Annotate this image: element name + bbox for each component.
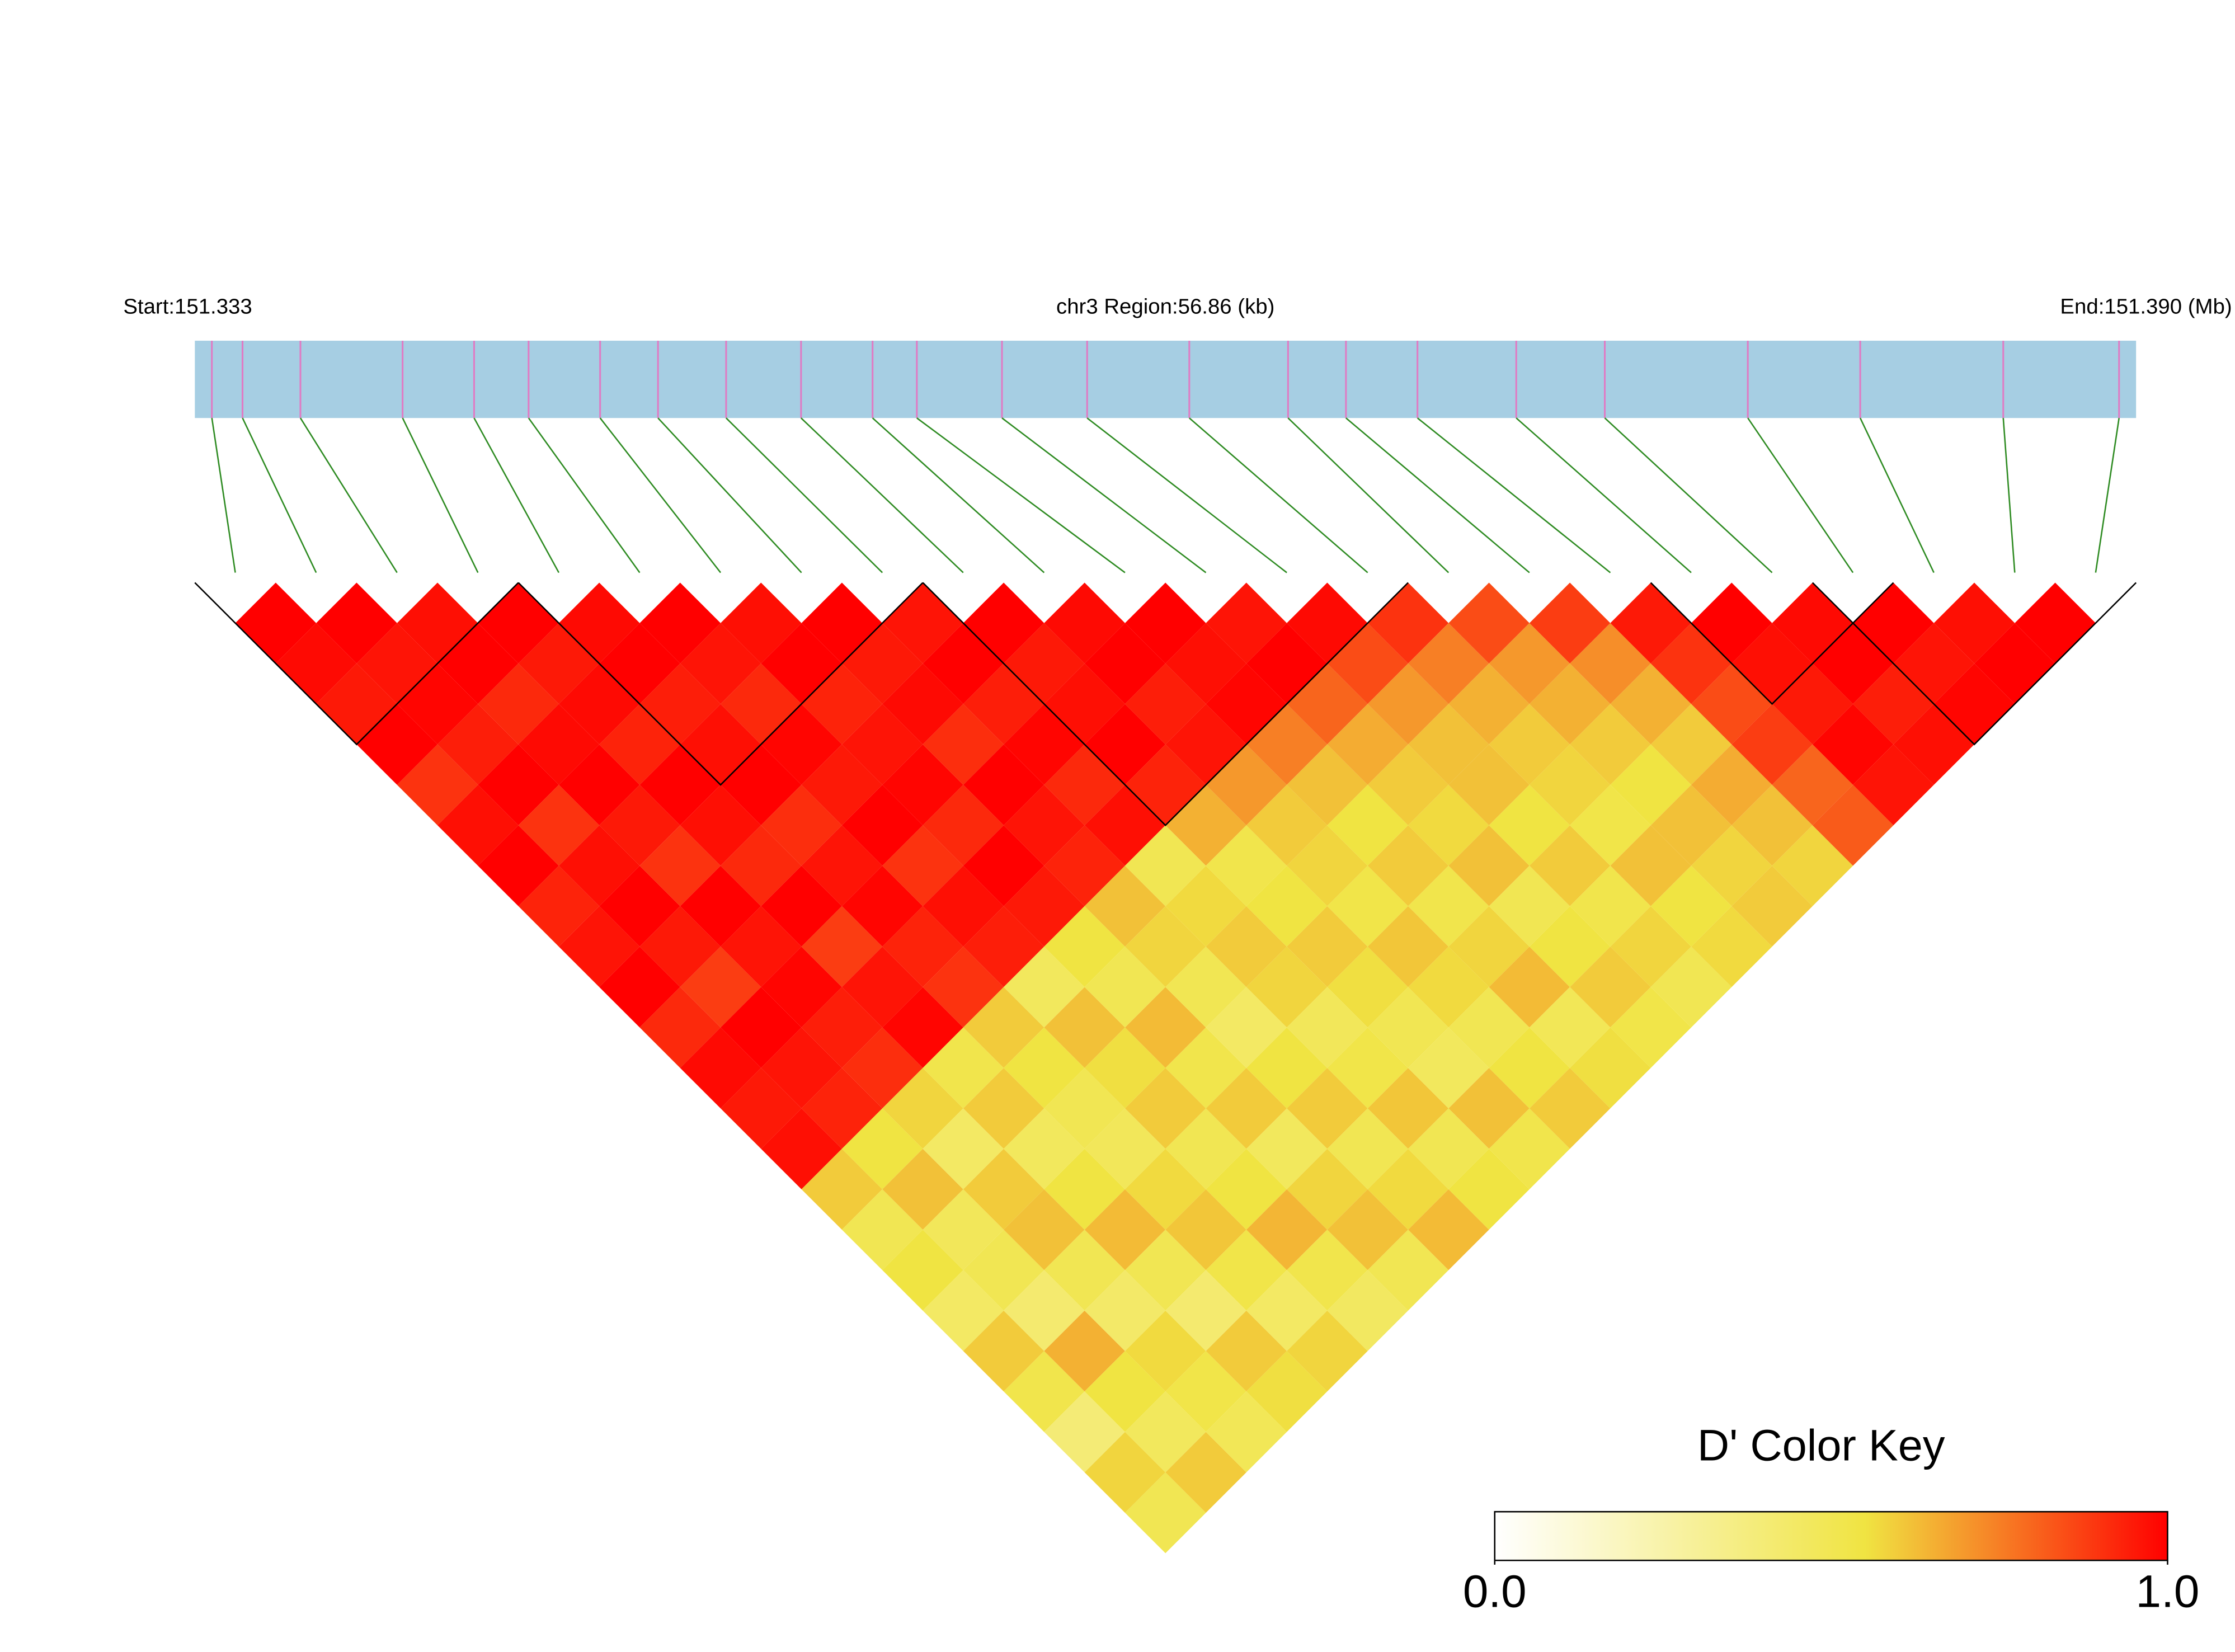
- key-tick-label: 1.0: [2136, 1566, 2200, 1617]
- snp-connector: [2002, 418, 2016, 573]
- snp-connector: [916, 417, 1126, 573]
- snp-connector: [1417, 417, 1611, 573]
- position-bar: [195, 341, 2137, 418]
- ld-cell: [1448, 1149, 1530, 1230]
- snp-connector: [211, 418, 236, 573]
- snp-connector: [1001, 417, 1207, 573]
- region-label: chr3 Region:56.86 (kb): [1056, 294, 1274, 318]
- color-key: [1494, 1510, 2168, 1561]
- ld-block: [1811, 582, 2137, 746]
- snp-connector: [1345, 417, 1530, 573]
- snp-connector: [1859, 417, 1935, 573]
- ld-cell: [437, 784, 519, 866]
- snp-connector: [299, 417, 398, 573]
- ld-block: [517, 582, 924, 786]
- snp-connector: [800, 417, 964, 573]
- snp-connector: [1516, 417, 1692, 573]
- snp-connector: [1188, 417, 1368, 573]
- snp-connector: [599, 417, 722, 573]
- ld-block: [194, 582, 519, 746]
- snp-connector: [242, 417, 317, 573]
- start-label: Start:151.333: [123, 294, 252, 318]
- snp-connector: [1287, 417, 1450, 573]
- ld-block: [922, 582, 1409, 827]
- legend-title: D' Color Key: [1697, 1420, 1945, 1470]
- snp-connector: [402, 417, 479, 573]
- snp-connector: [2095, 418, 2120, 573]
- snp-connector: [1604, 417, 1773, 573]
- snp-connector: [528, 417, 641, 573]
- end-label: End:151.390 (Mb): [2060, 294, 2232, 318]
- key-tick-label: 0.0: [1463, 1566, 1527, 1617]
- snp-connector: [872, 417, 1045, 573]
- snp-connector: [657, 417, 802, 573]
- snp-connector: [1747, 417, 1854, 573]
- snp-connector: [473, 417, 560, 573]
- snp-connector: [1086, 417, 1287, 573]
- snp-connector: [726, 417, 883, 573]
